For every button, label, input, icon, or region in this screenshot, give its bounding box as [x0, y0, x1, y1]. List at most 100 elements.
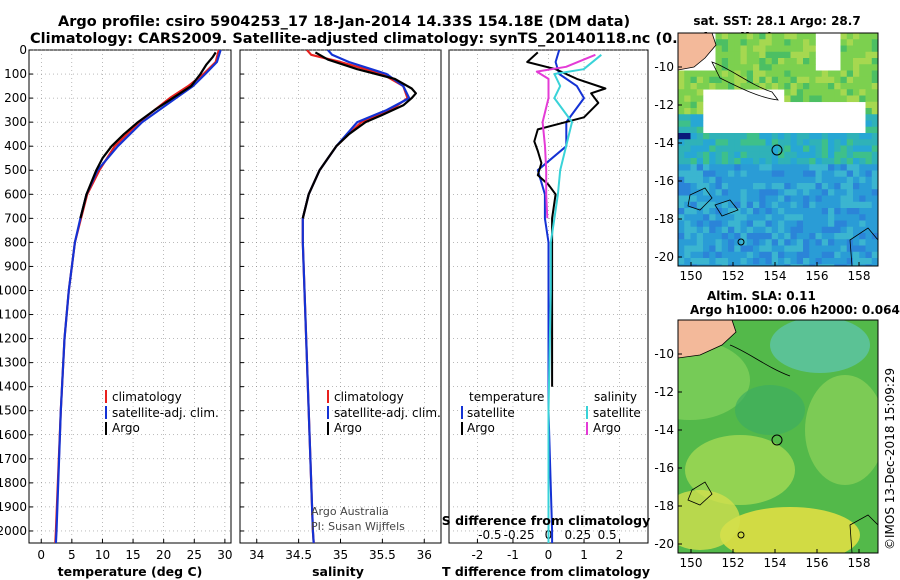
sst-pixel — [784, 201, 791, 209]
sst-pixel — [778, 201, 785, 209]
sst-pixel — [871, 251, 878, 259]
difference-legend: temperature satellite Argo salinity sate… — [461, 390, 641, 435]
sst-pixel — [784, 214, 791, 221]
sst-pixel — [784, 226, 791, 234]
sst-pixel — [703, 164, 710, 171]
sst-argo-location — [771, 144, 783, 156]
sst-pixel — [753, 33, 760, 40]
sst-pixel — [715, 176, 723, 184]
sst-pixel — [840, 239, 848, 246]
sst-pixel — [753, 158, 760, 165]
sst-pixel — [753, 39, 760, 46]
sst-pixel — [678, 176, 685, 184]
sst-pixel — [796, 58, 804, 65]
depth-tick-label: 1700 — [0, 452, 27, 466]
sst-pixel — [753, 58, 760, 65]
sst-pixel — [696, 170, 704, 178]
sst-pixel — [684, 76, 691, 84]
sst-pixel — [871, 195, 878, 203]
sst-pixel — [871, 145, 878, 153]
sst-pixel — [715, 70, 723, 78]
sst-pixel — [846, 51, 854, 59]
sst-pixel — [834, 170, 841, 178]
sst-pixel — [740, 76, 748, 84]
sst-pixel — [684, 183, 691, 190]
sst-pixel — [753, 70, 760, 78]
sst-pixel — [740, 189, 748, 196]
sst-pixel — [796, 33, 804, 40]
sst-pixel — [690, 226, 698, 234]
sst-pixel — [846, 164, 854, 171]
sst-pixel — [690, 189, 698, 196]
sst-pixel — [715, 245, 723, 253]
sst-pixel — [803, 145, 810, 153]
sst-pixel — [853, 158, 860, 165]
sst-pixel — [784, 195, 791, 203]
sst-pixel — [678, 95, 685, 103]
sst-pixel — [834, 258, 841, 265]
sst-pixel — [815, 158, 823, 165]
sst-pixel — [871, 176, 878, 184]
sst-pixel — [796, 158, 804, 165]
sst-pixel — [828, 70, 835, 78]
temperature-x-ticks: 0 5 10 15 20 25 30 — [37, 539, 233, 562]
sst-pixel — [871, 120, 878, 128]
sst-pixel — [690, 183, 698, 190]
sst-pixel — [784, 89, 791, 96]
sst-pixel — [865, 76, 873, 84]
sst-pixel — [709, 245, 716, 253]
sst-pixel — [821, 139, 829, 146]
sst-pixel — [815, 214, 823, 221]
sst-pixel — [778, 151, 785, 159]
sst-pixel — [796, 76, 804, 84]
sst-pixel — [690, 208, 698, 215]
sst-pixel — [746, 195, 754, 203]
sst-pixel — [765, 70, 773, 78]
sst-pixel — [728, 33, 735, 40]
sst-pixel — [784, 264, 791, 266]
sst-pixel — [703, 83, 710, 90]
sla-blob-4 — [685, 435, 795, 505]
sst-pixel — [815, 139, 823, 146]
sst-pixel — [809, 245, 816, 253]
sst-pixel — [784, 51, 791, 59]
sst-pixel — [715, 220, 723, 228]
sst-pixel — [684, 114, 691, 121]
sst-pixel — [759, 258, 766, 265]
sst-pixel — [853, 220, 860, 228]
sst-pixel — [809, 251, 816, 259]
sst-pixel — [765, 151, 773, 159]
sst-pixel — [840, 51, 848, 59]
sst-pixel — [728, 70, 735, 78]
sst-pixel — [709, 70, 716, 78]
sst-pixel — [771, 189, 779, 196]
sst-pixel — [753, 83, 760, 90]
sst-pixel — [809, 201, 816, 209]
sst-pixel — [796, 83, 804, 90]
sst-pixel — [709, 151, 716, 159]
sst-pixel — [753, 164, 760, 171]
sla-map: Altim. SLA: 0.11 Argo h1000: 0.06 h2000:… — [654, 289, 899, 570]
sst-pixel — [840, 195, 848, 203]
map-y-tick-label: -12 — [654, 98, 674, 112]
sst-pixel — [778, 183, 785, 190]
sst-pixel — [721, 183, 729, 190]
sst-pixel — [690, 158, 698, 165]
sst-pixel — [759, 239, 766, 246]
sst-pixel — [865, 245, 873, 253]
sst-pixel — [871, 95, 878, 103]
sst-pixel — [853, 51, 860, 59]
sst-pixel — [684, 220, 691, 228]
sst-pixel — [709, 195, 716, 203]
sst-pixel — [821, 95, 829, 103]
sst-pixel — [865, 220, 873, 228]
sla-map-frame — [677, 319, 879, 554]
sst-pixel — [740, 170, 748, 178]
sst-pixel — [846, 214, 854, 221]
sst-pixel — [684, 158, 691, 165]
sst-pixel — [728, 58, 735, 65]
sst-pixel — [765, 176, 773, 184]
sst-pixel — [734, 214, 741, 221]
sst-pixel — [759, 151, 766, 159]
sst-pixel — [703, 158, 710, 165]
